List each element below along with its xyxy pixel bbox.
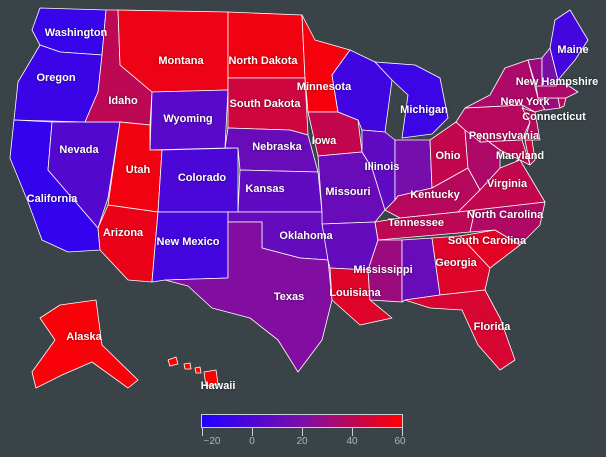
color-scale-bar — [201, 414, 403, 428]
state-ks[interactable] — [237, 169, 323, 213]
state-nh[interactable] — [541, 47, 559, 87]
legend-tick — [352, 428, 353, 436]
state-ms[interactable] — [367, 239, 403, 303]
state-fl[interactable] — [404, 289, 516, 371]
legend-tick — [252, 428, 253, 436]
state-wy[interactable] — [149, 89, 229, 151]
state-hi[interactable] — [167, 356, 219, 387]
legend-tick — [402, 428, 403, 436]
legend-tick-label: −20 — [203, 436, 221, 447]
state-ak[interactable] — [31, 299, 139, 389]
state-ia[interactable] — [307, 111, 363, 157]
color-scale-legend: −20 0 20 40 60 — [201, 414, 406, 452]
state-ar[interactable] — [321, 221, 379, 271]
legend-tick-label: 40 — [346, 436, 358, 447]
state-md[interactable] — [479, 134, 531, 166]
state-nj[interactable] — [521, 107, 541, 141]
legend-tick — [202, 428, 203, 436]
legend-tick-label: 20 — [296, 436, 308, 447]
legend-tick-label: 60 — [394, 436, 406, 447]
state-ga[interactable] — [431, 235, 491, 296]
state-ne[interactable] — [224, 127, 319, 173]
state-sd[interactable] — [227, 77, 309, 136]
legend-tick-label: 0 — [249, 436, 255, 447]
state-or[interactable] — [13, 44, 103, 123]
state-nm[interactable] — [151, 211, 229, 283]
state-tx[interactable] — [164, 221, 333, 373]
legend-tick — [302, 428, 303, 436]
state-mi[interactable] — [374, 61, 449, 139]
state-ma[interactable] — [535, 83, 579, 99]
state-nd[interactable] — [227, 11, 306, 79]
state-me[interactable] — [549, 9, 589, 81]
state-az[interactable] — [97, 204, 159, 283]
state-co[interactable] — [157, 147, 239, 213]
